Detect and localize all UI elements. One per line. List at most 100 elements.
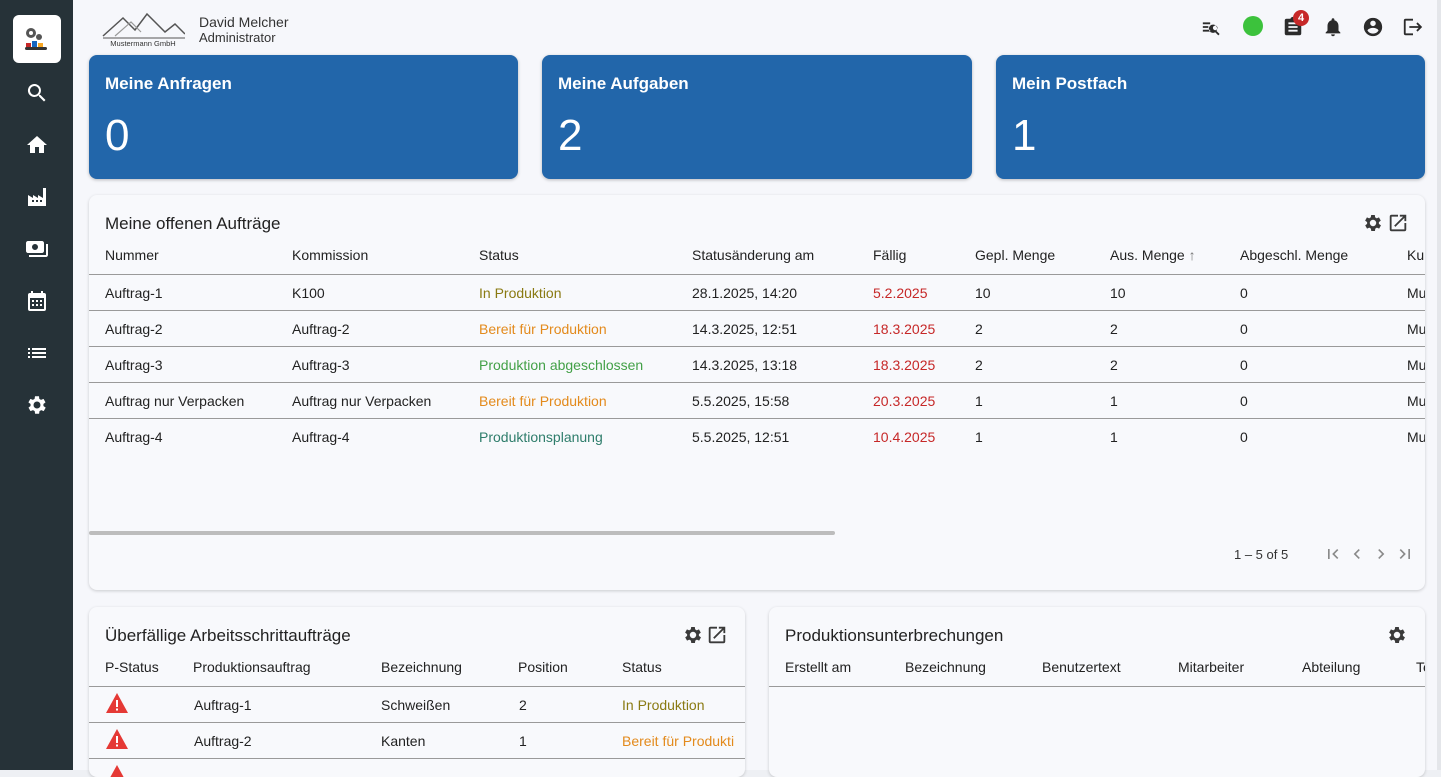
cell-due: 10.4.2025: [873, 429, 936, 445]
col-header-status[interactable]: Status: [479, 247, 519, 263]
cell-kommission: K100: [292, 285, 325, 301]
app-logo[interactable]: [13, 15, 61, 63]
cell-planned: 2: [975, 357, 983, 373]
cell-nummer: Auftrag nur Verpacken: [105, 393, 245, 409]
horizontal-scrollbar[interactable]: [89, 531, 835, 535]
company-logo: Mustermann GmbH: [101, 10, 186, 48]
cell-done: 0: [1240, 357, 1248, 373]
kpi-value: 2: [558, 111, 583, 160]
cell-planned: 10: [975, 285, 991, 301]
cell-ku: Mu: [1407, 357, 1425, 373]
col-header-statusaenderung[interactable]: Statusänderung am: [692, 247, 815, 263]
search-list-button[interactable]: [1199, 14, 1225, 40]
cell-due: 18.3.2025: [873, 357, 936, 373]
nav-calendar[interactable]: [17, 285, 57, 317]
nav-list[interactable]: [17, 337, 57, 369]
orders-open-external-button[interactable]: [1386, 211, 1410, 235]
col-header-kommission[interactable]: Kommission: [292, 247, 369, 263]
online-status-indicator[interactable]: [1243, 16, 1263, 36]
warning-icon: [105, 692, 129, 714]
col-header-abteilung[interactable]: Abteilung: [1302, 659, 1361, 675]
next-page-button[interactable]: [1369, 542, 1393, 566]
col-header-abgeschl-menge[interactable]: Abgeschl. Menge: [1240, 247, 1349, 263]
first-page-button[interactable]: [1321, 542, 1345, 566]
row-divider: [89, 346, 1425, 347]
kpi-card-tasks[interactable]: Meine Aufgaben 2: [542, 55, 972, 179]
col-header-status[interactable]: Status: [622, 659, 662, 675]
open-in-new-icon: [708, 626, 726, 644]
nav-home[interactable]: [17, 129, 57, 161]
interruptions-settings-button[interactable]: [1385, 623, 1409, 647]
cell-ku: Mu: [1407, 393, 1425, 409]
header-divider: [89, 686, 745, 687]
cell-ku: Mu: [1407, 321, 1425, 337]
col-header-te[interactable]: Te: [1416, 659, 1425, 675]
col-header-faellig[interactable]: Fällig: [873, 247, 907, 263]
col-header-ku[interactable]: Ku: [1407, 247, 1425, 263]
cell-issued: 1: [1110, 393, 1118, 409]
overdue-settings-button[interactable]: [681, 623, 705, 647]
orders-settings-button[interactable]: [1361, 211, 1385, 235]
cell-position: 1: [519, 733, 527, 749]
header-divider: [769, 686, 1425, 687]
cell-nummer: Auftrag-4: [105, 429, 163, 445]
nav-payments[interactable]: [17, 233, 57, 265]
gear-icon: [1365, 215, 1381, 231]
cell-issued: 2: [1110, 321, 1118, 337]
kpi-title: Mein Postfach: [1012, 74, 1128, 93]
cell-kommission: Auftrag nur Verpacken: [292, 393, 432, 409]
cell-nummer: Auftrag-1: [105, 285, 163, 301]
logout-button[interactable]: [1400, 14, 1426, 40]
cell-nummer: Auftrag-2: [105, 321, 163, 337]
open-orders-panel: Meine offenen Aufträge Nummer Kommission…: [89, 195, 1425, 590]
user-name: David Melcher: [199, 14, 289, 30]
cell-issued: 2: [1110, 357, 1118, 373]
kpi-card-inbox[interactable]: Mein Postfach 1: [996, 55, 1425, 179]
col-header-benutzertext[interactable]: Benutzertext: [1042, 659, 1121, 675]
calendar-icon: [28, 291, 46, 311]
nav-search[interactable]: [17, 77, 57, 109]
first-page-icon: [1328, 549, 1339, 559]
main-area: Mustermann GmbH David Melcher Administra…: [73, 0, 1441, 777]
nav-factory[interactable]: [17, 181, 57, 213]
factory-icon: [28, 188, 46, 206]
cell-status: In Produktion: [479, 285, 562, 301]
cell-done: 0: [1240, 429, 1248, 445]
logout-icon: [1403, 18, 1423, 36]
col-header-gepl-menge[interactable]: Gepl. Menge: [975, 247, 1056, 263]
sort-arrow-icon: ↑: [1188, 247, 1196, 263]
account-button[interactable]: [1360, 14, 1386, 40]
cell-kommission: Auftrag-4: [292, 429, 350, 445]
col-header-nummer[interactable]: Nummer: [105, 247, 159, 263]
cell-due: 18.3.2025: [873, 321, 936, 337]
col-header-produktionsauftrag[interactable]: Produktionsauftrag: [193, 659, 311, 675]
cell-status: Bereit für Produktion: [479, 393, 607, 409]
previous-page-button[interactable]: [1345, 542, 1369, 566]
col-header-bezeichnung[interactable]: Bezeichnung: [905, 659, 986, 675]
cell-due: 20.3.2025: [873, 393, 936, 409]
cell-order: Auftrag-1: [194, 697, 252, 713]
cell-status: Bereit für Produkti: [622, 733, 735, 749]
open-orders-title: Meine offenen Aufträge: [105, 214, 281, 233]
cell-changed: 28.1.2025, 14:20: [692, 285, 798, 301]
list-icon: [28, 348, 46, 358]
nav-settings[interactable]: [17, 389, 57, 421]
cell-kommission: Auftrag-3: [292, 357, 350, 373]
cell-changed: 14.3.2025, 12:51: [692, 321, 798, 337]
col-header-erstellt-am[interactable]: Erstellt am: [785, 659, 852, 675]
page-scrollbar[interactable]: [1437, 0, 1441, 770]
last-page-button[interactable]: [1393, 542, 1417, 566]
overdue-steps-title: Überfällige Arbeitsschrittaufträge: [105, 626, 351, 645]
col-header-aus-menge[interactable]: Aus. Menge ↑: [1110, 247, 1196, 263]
col-header-p-status[interactable]: P-Status: [105, 659, 159, 675]
col-header-bezeichnung[interactable]: Bezeichnung: [381, 659, 462, 675]
company-logo-mountains: Mustermann GmbH: [102, 12, 186, 48]
notifications-button[interactable]: [1320, 14, 1346, 40]
col-header-position[interactable]: Position: [518, 659, 568, 675]
row-divider: [89, 310, 1425, 311]
col-header-mitarbeiter[interactable]: Mitarbeiter: [1178, 659, 1245, 675]
overdue-open-external-button[interactable]: [705, 623, 729, 647]
kpi-card-requests[interactable]: Meine Anfragen 0: [89, 55, 518, 179]
cell-status: Bereit für Produktion: [479, 321, 607, 337]
cell-status: Produktionsplanung: [479, 429, 603, 445]
